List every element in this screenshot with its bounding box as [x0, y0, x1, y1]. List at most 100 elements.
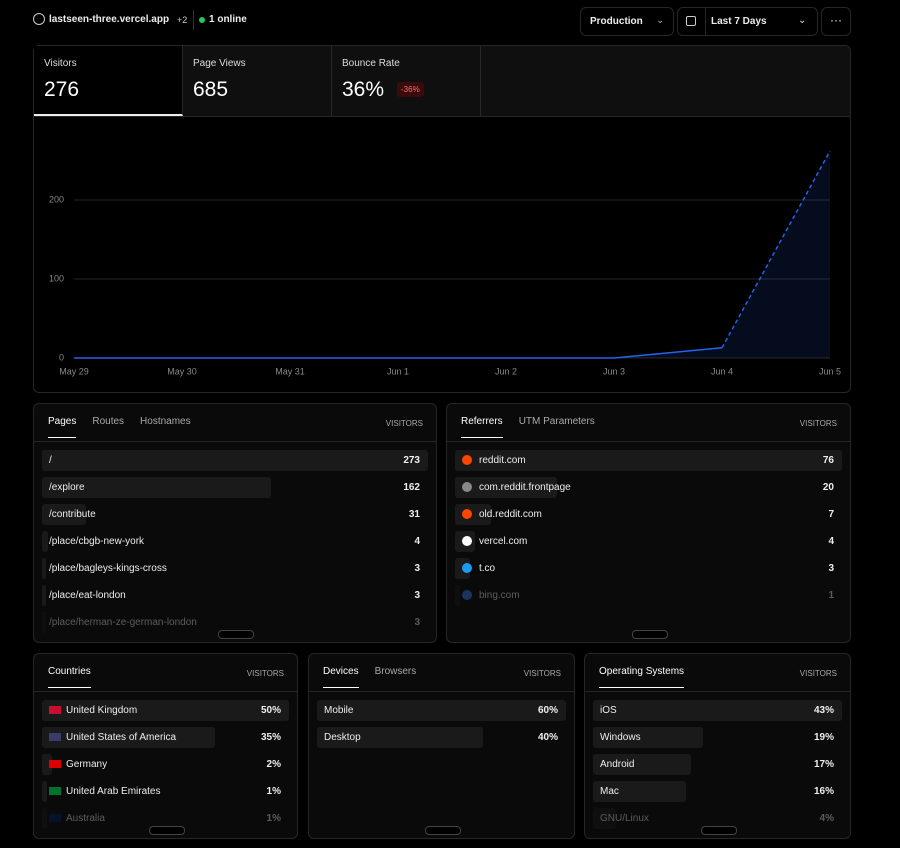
scroll-indicator: [148, 826, 185, 835]
row-value: 4: [828, 536, 834, 547]
panel: Pages Routes Hostnames VISITORS / 273/explore…: [33, 403, 437, 643]
row[interactable]: vercel.com 4: [455, 531, 842, 552]
column-header: VISITORS: [799, 419, 837, 428]
flag-icon: [49, 760, 61, 768]
row-label: Desktop: [324, 732, 361, 743]
row[interactable]: United States of America 35%: [42, 727, 289, 748]
row-value: 7: [828, 509, 834, 520]
row[interactable]: bing.com 1: [455, 585, 842, 606]
row[interactable]: United Arab Emirates 1%: [42, 781, 289, 802]
row-value: 4: [414, 536, 420, 547]
row-label: /place/bagleys-kings-cross: [49, 563, 167, 574]
row[interactable]: /place/bagleys-kings-cross 3: [42, 558, 428, 579]
site-name[interactable]: lastseen-three.vercel.app: [49, 14, 170, 25]
row[interactable]: Germany 2%: [42, 754, 289, 775]
row-label: t.co: [479, 563, 496, 574]
row-label: reddit.com: [479, 455, 526, 466]
panel-tab[interactable]: Pages: [48, 416, 77, 438]
row[interactable]: Android 17%: [593, 754, 842, 775]
row[interactable]: Windows 19%: [593, 727, 842, 748]
y-tick-label: 200: [49, 194, 64, 204]
row[interactable]: /explore 162: [42, 477, 428, 498]
row[interactable]: /place/herman-ze-german-london 3: [42, 612, 428, 633]
flag-icon: [49, 814, 61, 822]
row-bar: [317, 727, 483, 748]
row-value: 60%: [537, 705, 558, 716]
site-extra[interactable]: +2: [177, 15, 188, 25]
row-bar: [455, 450, 842, 471]
row-bar: [42, 754, 52, 775]
x-tick-label: Jun 2: [495, 366, 517, 376]
referrer-icon: [462, 590, 472, 600]
divider: [585, 691, 850, 692]
row-bar: [317, 700, 566, 721]
panel-tab[interactable]: Referrers: [461, 416, 503, 438]
flag-icon: [49, 706, 61, 714]
row-value: 43%: [813, 705, 834, 716]
row-value: 4%: [819, 813, 834, 824]
row-bar: [593, 700, 842, 721]
row[interactable]: /place/cbgb-new-york 4: [42, 531, 428, 552]
stat-tab[interactable]: Page Views 685: [183, 46, 332, 116]
row[interactable]: com.reddit.frontpage 20: [455, 477, 842, 498]
chart: 0 100 200 May 29 May 30 May 31 Jun 1 Jun 2 Jun 3…: [49, 150, 841, 376]
row-bar: [42, 585, 47, 606]
row-value: 50%: [260, 705, 281, 716]
environment-select[interactable]: Production ⌄: [580, 7, 674, 36]
panel-tab[interactable]: Hostnames: [140, 416, 191, 427]
row-bar: [42, 700, 289, 721]
row-label: Windows: [600, 732, 641, 743]
divider: [34, 441, 436, 442]
panel-tab[interactable]: Routes: [92, 416, 125, 427]
scroll-indicator: [218, 630, 254, 639]
row[interactable]: Australia 1%: [42, 808, 289, 829]
divider: [705, 8, 706, 35]
range-select[interactable]: Last 7 Days ⌄: [677, 7, 818, 36]
row[interactable]: / 273: [42, 450, 428, 471]
row-bar: [42, 727, 215, 748]
row-label: /place/eat-london: [49, 590, 126, 601]
panel-tab[interactable]: Devices: [323, 666, 359, 688]
row-bar: [42, 612, 47, 633]
row-value: 3: [828, 563, 834, 574]
online-count: 1 online: [209, 14, 247, 25]
panel-tab[interactable]: UTM Parameters: [518, 416, 595, 427]
panel-tab[interactable]: Operating Systems: [599, 666, 685, 688]
row[interactable]: /place/eat-london 3: [42, 585, 428, 606]
area: [74, 151, 830, 358]
row[interactable]: /contribute 31: [42, 504, 428, 525]
x-tick-label: Jun 5: [819, 366, 841, 376]
panel-tab[interactable]: Countries: [48, 666, 91, 688]
row[interactable]: Desktop 40%: [317, 727, 566, 748]
row[interactable]: Mac 16%: [593, 781, 842, 802]
more-menu[interactable]: ···: [821, 7, 851, 36]
stat-tab[interactable]: Bounce Rate 36% -36%: [332, 46, 481, 116]
range-label: Last 7 Days: [711, 16, 767, 27]
row[interactable]: United Kingdom 50%: [42, 700, 289, 721]
row-label: /contribute: [49, 509, 96, 520]
row-label: GNU/Linux: [600, 813, 649, 824]
row-value: 40%: [537, 732, 558, 743]
row-value: 19%: [813, 732, 834, 743]
line: [74, 346, 723, 359]
row-bar: [42, 808, 47, 829]
x-tick-label: May 30: [167, 366, 197, 376]
row[interactable]: Mobile 60%: [317, 700, 566, 721]
row-label: iOS: [600, 705, 617, 716]
row[interactable]: reddit.com 76: [455, 450, 842, 471]
environment-label: Production: [590, 16, 643, 27]
referrer-icon: [462, 455, 472, 465]
row[interactable]: t.co 3: [455, 558, 842, 579]
chevron: ⌄: [656, 15, 665, 26]
row-label: Australia: [66, 813, 105, 824]
scroll-indicator: [700, 826, 737, 835]
row[interactable]: GNU/Linux 4%: [593, 808, 842, 829]
panel-tab[interactable]: Browsers: [374, 666, 417, 677]
row-value: 16%: [813, 786, 834, 797]
stat-tab[interactable]: Visitors 276: [34, 46, 183, 116]
row-bar: [593, 754, 692, 775]
flag-icon: [49, 733, 61, 741]
row[interactable]: iOS 43%: [593, 700, 842, 721]
row[interactable]: old.reddit.com 7: [455, 504, 842, 525]
